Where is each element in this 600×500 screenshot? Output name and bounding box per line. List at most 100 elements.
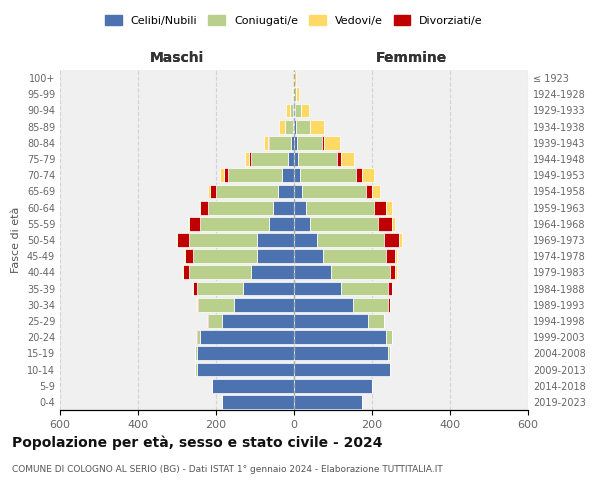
- Bar: [257, 250, 294, 263]
- Bar: [269, 136, 291, 149]
- Bar: [331, 266, 389, 280]
- Text: Maschi: Maschi: [150, 51, 204, 65]
- Bar: [388, 282, 392, 296]
- Bar: [294, 217, 310, 230]
- Bar: [366, 184, 372, 198]
- Bar: [294, 200, 306, 214]
- Bar: [294, 104, 295, 118]
- Bar: [356, 168, 362, 182]
- Bar: [196, 362, 197, 376]
- Bar: [389, 362, 391, 376]
- Bar: [286, 104, 290, 118]
- Bar: [294, 266, 331, 280]
- Bar: [184, 250, 185, 263]
- Bar: [257, 233, 294, 247]
- Bar: [244, 282, 294, 296]
- Bar: [197, 362, 294, 376]
- Bar: [325, 136, 340, 149]
- Bar: [389, 266, 395, 280]
- Bar: [368, 314, 384, 328]
- Bar: [300, 168, 356, 182]
- Bar: [196, 330, 200, 344]
- Bar: [251, 266, 294, 280]
- Bar: [386, 250, 395, 263]
- Text: Femmine: Femmine: [376, 51, 446, 65]
- Bar: [294, 282, 341, 296]
- Bar: [384, 233, 400, 247]
- Bar: [392, 217, 395, 230]
- Bar: [199, 200, 200, 214]
- Y-axis label: Fasce di età: Fasce di età: [11, 207, 21, 273]
- Bar: [295, 104, 301, 118]
- Bar: [194, 346, 197, 360]
- Bar: [294, 250, 323, 263]
- Bar: [292, 88, 293, 101]
- Bar: [212, 379, 294, 392]
- Bar: [297, 136, 322, 149]
- Bar: [207, 314, 208, 328]
- Bar: [200, 217, 269, 230]
- Bar: [210, 184, 216, 198]
- Bar: [188, 217, 200, 230]
- Bar: [294, 168, 300, 182]
- Bar: [188, 266, 251, 280]
- Bar: [374, 200, 386, 214]
- Bar: [188, 233, 257, 247]
- Bar: [228, 168, 283, 182]
- Bar: [200, 330, 294, 344]
- Bar: [193, 282, 197, 296]
- Bar: [372, 184, 380, 198]
- Bar: [384, 314, 385, 328]
- Bar: [296, 120, 310, 134]
- Bar: [208, 200, 272, 214]
- Bar: [296, 88, 299, 101]
- Bar: [341, 152, 355, 166]
- Bar: [233, 298, 294, 312]
- Bar: [269, 217, 294, 230]
- Bar: [388, 346, 389, 360]
- Bar: [395, 266, 397, 280]
- Bar: [193, 250, 257, 263]
- Bar: [224, 168, 228, 182]
- Bar: [208, 314, 222, 328]
- Bar: [294, 314, 368, 328]
- Bar: [182, 266, 183, 280]
- Legend: Celibi/Nubili, Coniugati/e, Vedovi/e, Divorziati/e: Celibi/Nubili, Coniugati/e, Vedovi/e, Di…: [101, 10, 487, 30]
- Bar: [263, 136, 268, 149]
- Text: COMUNE DI COLOGNO AL SERIO (BG) - Dati ISTAT 1° gennaio 2024 - Elaborazione TUTT: COMUNE DI COLOGNO AL SERIO (BG) - Dati I…: [12, 465, 443, 474]
- Bar: [185, 250, 193, 263]
- Bar: [293, 104, 294, 118]
- Bar: [268, 136, 269, 149]
- Bar: [388, 298, 389, 312]
- Bar: [294, 184, 302, 198]
- Bar: [353, 298, 388, 312]
- Bar: [306, 200, 374, 214]
- Bar: [386, 200, 392, 214]
- Bar: [208, 184, 210, 198]
- Bar: [378, 217, 392, 230]
- Bar: [317, 233, 384, 247]
- Text: Maschi: Maschi: [150, 51, 204, 65]
- Bar: [323, 250, 386, 263]
- Bar: [295, 71, 296, 85]
- Bar: [302, 184, 366, 198]
- Bar: [279, 120, 285, 134]
- Bar: [177, 233, 188, 247]
- Bar: [245, 152, 249, 166]
- Bar: [294, 346, 388, 360]
- Bar: [341, 282, 388, 296]
- Bar: [285, 120, 293, 134]
- Bar: [294, 233, 317, 247]
- Bar: [283, 168, 294, 182]
- Bar: [278, 184, 294, 198]
- Bar: [249, 152, 251, 166]
- Bar: [301, 104, 309, 118]
- Bar: [294, 395, 362, 409]
- Bar: [294, 136, 297, 149]
- Bar: [290, 104, 293, 118]
- Bar: [294, 362, 389, 376]
- Bar: [337, 152, 341, 166]
- Bar: [200, 200, 208, 214]
- Bar: [298, 152, 337, 166]
- Bar: [291, 136, 294, 149]
